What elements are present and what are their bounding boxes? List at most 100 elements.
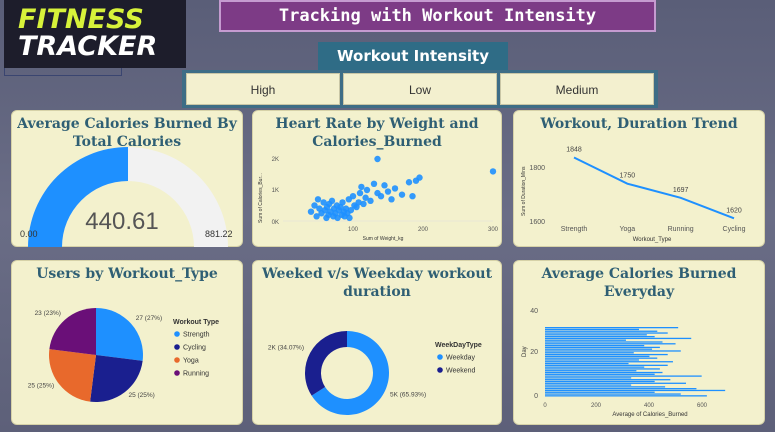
hbar-bar[interactable] <box>545 388 697 390</box>
scatter-point[interactable] <box>381 182 388 189</box>
scatter-xtick: 100 <box>348 227 359 233</box>
scatter-point[interactable] <box>320 199 327 206</box>
pie-slice-weekend[interactable] <box>305 331 347 396</box>
hbar-bar[interactable] <box>545 382 686 384</box>
scatter-point[interactable] <box>339 199 346 206</box>
legend-marker <box>437 367 443 373</box>
hbar-title: Average Calories Burned Everyday <box>541 266 737 300</box>
slicer-option-low[interactable]: Low <box>343 73 497 105</box>
pie-card[interactable]: Users by Workout_Type 27 (27%) 25 (25%) 25… <box>11 260 243 425</box>
hbar-bar[interactable] <box>545 344 645 347</box>
scatter-point[interactable] <box>346 214 353 222</box>
hbar-bar[interactable] <box>545 359 639 361</box>
scatter-point[interactable] <box>356 189 364 197</box>
pie-chart: 27 (27%) 25 (25%) 25 (25%) 23 (23%) Workout… <box>28 308 219 402</box>
scatter-card[interactable]: Heart Rate by Weight and Calories_Burned… <box>252 110 502 247</box>
scatter-point[interactable] <box>377 193 385 200</box>
scatter-point[interactable] <box>391 185 399 192</box>
scatter-point[interactable] <box>398 191 406 198</box>
hbar-chart: Day 40 20 0 0 200 400 600 Average of Cal… <box>522 308 726 418</box>
scatter-point[interactable] <box>362 194 369 201</box>
scatter-point[interactable] <box>349 193 357 200</box>
hbar-bar[interactable] <box>545 355 650 358</box>
scatter-point[interactable] <box>370 180 378 187</box>
hbar-card[interactable]: Average Calories Burned Everyday Day 40 … <box>513 260 765 425</box>
hbar-bar[interactable] <box>545 377 632 379</box>
scatter-point[interactable] <box>307 208 315 215</box>
hbar-bar[interactable] <box>545 352 634 354</box>
slicer-option-high[interactable]: High <box>186 73 340 105</box>
scatter-point[interactable] <box>489 168 497 175</box>
scatter-point[interactable] <box>355 199 362 206</box>
pie-slice-cycling[interactable] <box>90 355 143 402</box>
hbar-bar[interactable] <box>545 361 673 363</box>
hbar-bar[interactable] <box>545 332 668 334</box>
scatter-point[interactable] <box>367 197 374 205</box>
pie-data-label: 2K (34.07%) <box>268 344 304 351</box>
scatter-xtick: 200 <box>418 227 429 233</box>
scatter-point[interactable] <box>358 183 365 191</box>
donut-card[interactable]: Weeked v/s Weekday workout duration 5K (… <box>252 260 502 425</box>
hbar-bar[interactable] <box>545 353 668 356</box>
scatter-point[interactable] <box>313 213 320 220</box>
scatter-point[interactable] <box>416 174 423 181</box>
hbar-bar[interactable] <box>545 337 692 340</box>
hbar-bar[interactable] <box>545 373 655 375</box>
hbar-bar[interactable] <box>545 380 655 383</box>
slicer-option-medium[interactable]: Medium <box>500 73 654 105</box>
legend-label: Weekend <box>446 368 476 375</box>
scatter-point[interactable] <box>328 197 336 205</box>
scatter-point[interactable] <box>384 188 392 195</box>
hbar-bar[interactable] <box>545 328 639 331</box>
hbar-bar[interactable] <box>545 379 671 381</box>
line-data-label: 1750 <box>620 173 636 180</box>
hbar-bar[interactable] <box>545 341 663 343</box>
scatter-point[interactable] <box>388 196 395 203</box>
scatter-point[interactable] <box>347 206 355 214</box>
scatter-point[interactable] <box>363 186 371 194</box>
legend-marker <box>174 357 180 363</box>
hbar-bar[interactable] <box>545 371 663 374</box>
hbar-bar[interactable] <box>545 375 702 377</box>
pie-slice-strength[interactable] <box>96 308 143 361</box>
hbar-bar[interactable] <box>545 334 647 336</box>
hbar-bar[interactable] <box>545 393 681 395</box>
scatter-point[interactable] <box>405 179 413 186</box>
scatter-point[interactable] <box>409 193 416 200</box>
line-card[interactable]: Workout, Duration Trend Sum of Duration_… <box>513 110 765 247</box>
pie-data-label: 5K (65.93%) <box>390 392 426 399</box>
hbar-bar[interactable] <box>545 391 655 393</box>
pie-slice-weekday[interactable] <box>311 331 389 415</box>
hbar-bar[interactable] <box>545 368 660 370</box>
hbar-bar[interactable] <box>545 389 726 392</box>
hbar-bar[interactable] <box>545 346 660 349</box>
scatter-chart: Sum of Calories_Bur... 2K 1K 0K 100 200 … <box>258 155 499 242</box>
pie-slice-yoga[interactable] <box>49 349 96 402</box>
gauge-card[interactable]: Average Calories Burned By Total Calorie… <box>11 110 243 247</box>
legend-marker <box>437 354 443 360</box>
scatter-xlabel: Sum of Weight_kg <box>363 236 404 242</box>
hbar-bar[interactable] <box>545 327 679 329</box>
hbar-bar[interactable] <box>545 384 632 386</box>
hbar-bar[interactable] <box>545 339 626 341</box>
hbar-bar[interactable] <box>545 348 653 350</box>
hbar-bar[interactable] <box>545 357 658 359</box>
scatter-point[interactable] <box>360 200 367 208</box>
hbar-bar[interactable] <box>545 370 637 372</box>
hbar-ytick: 20 <box>530 349 538 356</box>
hbar-bar[interactable] <box>545 386 666 388</box>
hbar-bar[interactable] <box>545 330 658 332</box>
pie-slice-running[interactable] <box>49 308 96 355</box>
hbar-bar[interactable] <box>545 343 676 345</box>
scatter-point[interactable] <box>314 196 322 203</box>
hbar-bar[interactable] <box>545 366 645 368</box>
hbar-bar[interactable] <box>545 335 655 338</box>
scatter-point[interactable] <box>374 155 381 163</box>
gauge-chart: 440.61 0.00 881.22 <box>20 147 233 247</box>
hbar-bar[interactable] <box>545 395 707 397</box>
line-series[interactable] <box>573 156 735 220</box>
scatter-point[interactable] <box>311 202 318 209</box>
hbar-bar[interactable] <box>545 362 629 365</box>
hbar-bar[interactable] <box>545 364 668 366</box>
hbar-bar[interactable] <box>545 350 681 352</box>
